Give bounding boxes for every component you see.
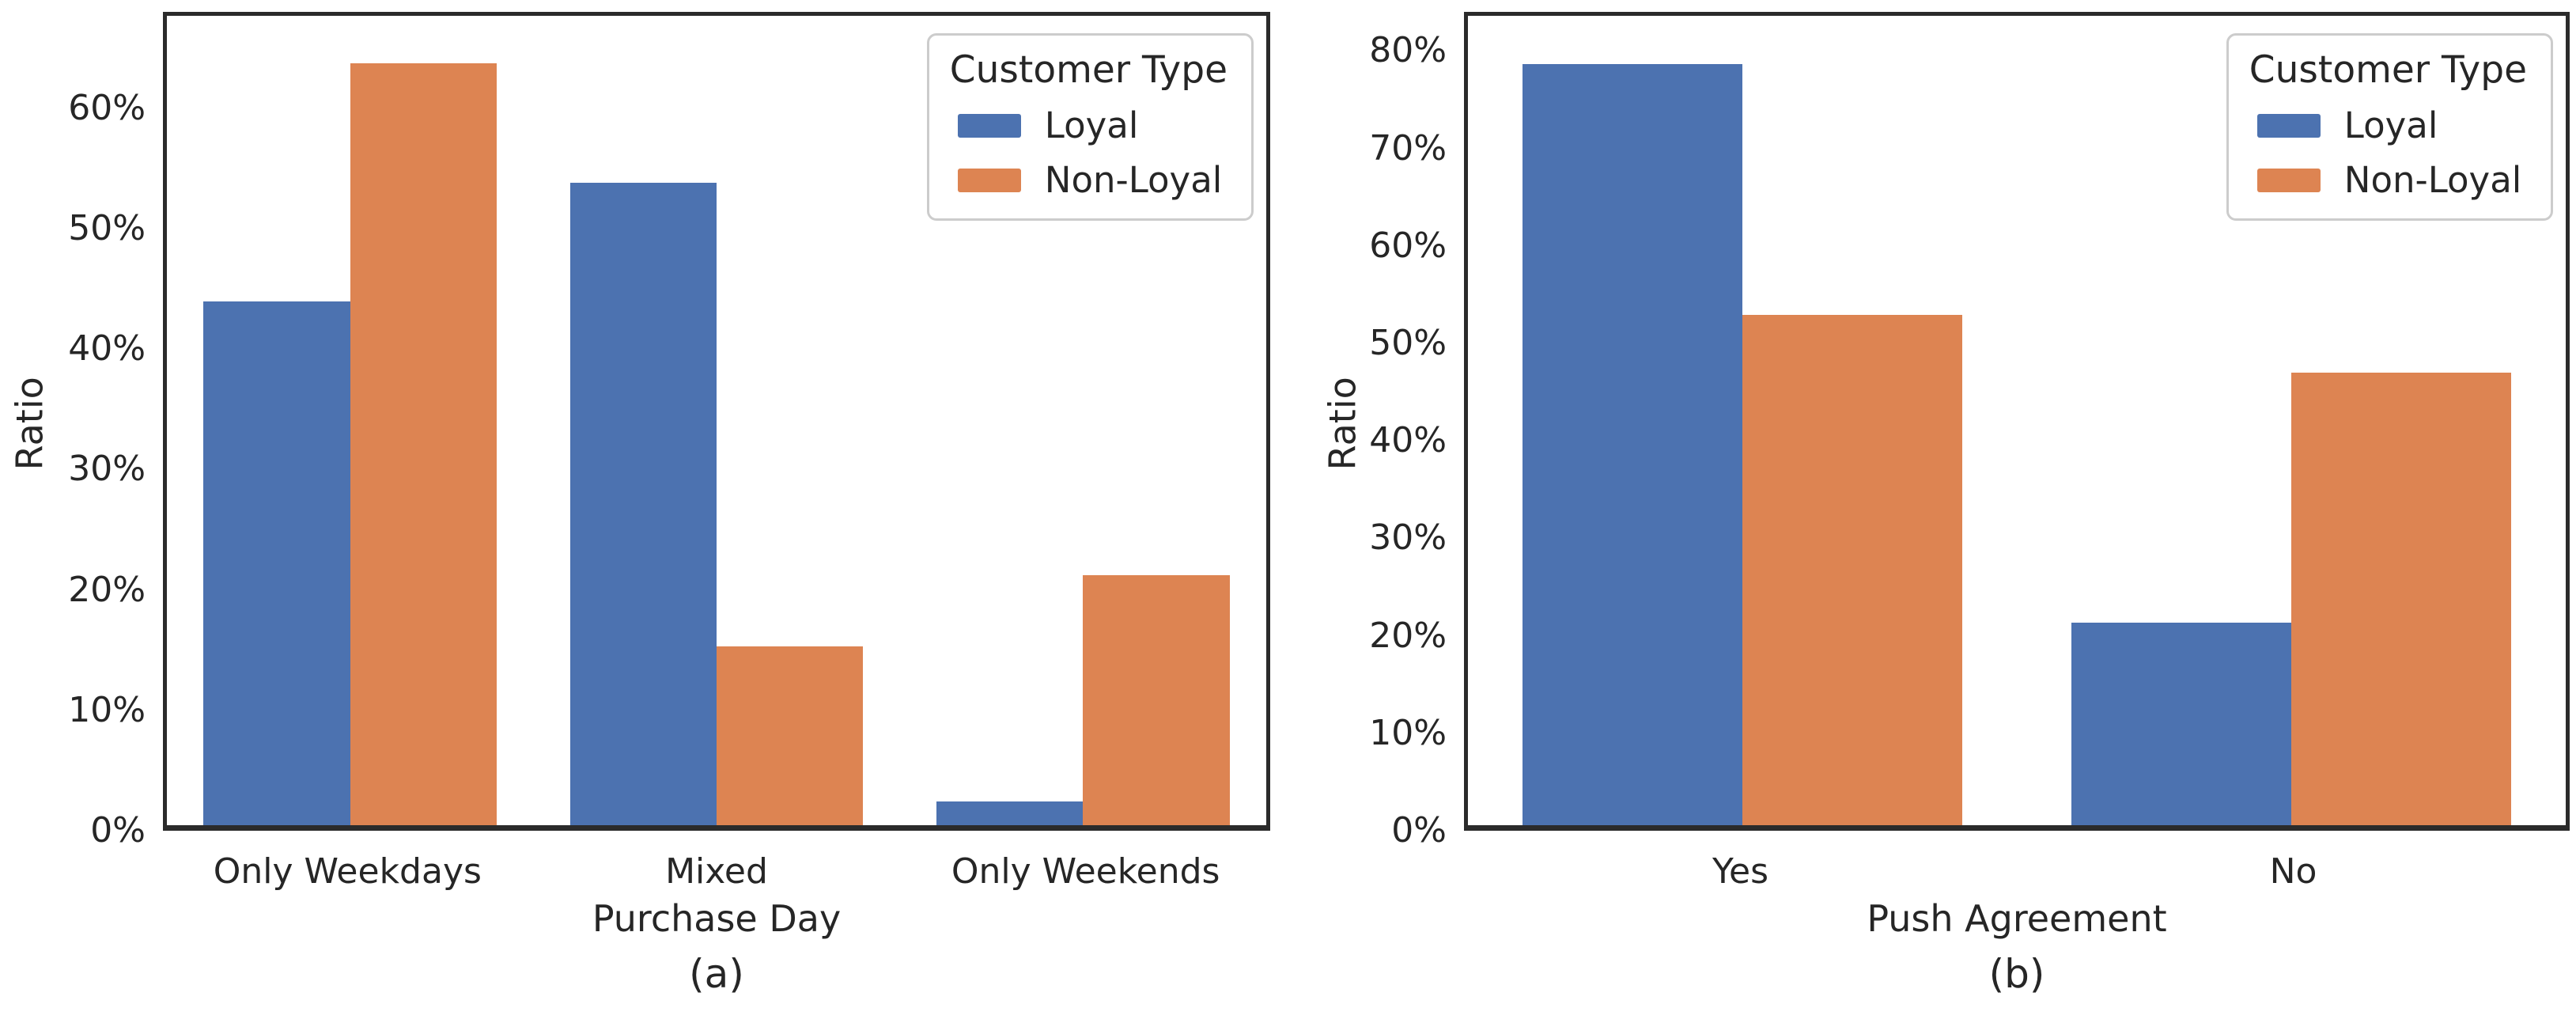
y-tick-label: 70% bbox=[1369, 127, 1447, 169]
legend-swatch-non-loyal bbox=[2256, 168, 2321, 192]
bar-loyal-only-weekends bbox=[936, 801, 1084, 825]
legend-item-non-loyal: Non-Loyal bbox=[950, 159, 1227, 201]
legend-title-a: Customer Type bbox=[949, 48, 1227, 92]
y-tick-label: 30% bbox=[68, 449, 146, 490]
y-tick-label: 60% bbox=[68, 87, 146, 128]
y-tick-labels-a: 0% 10% 20% 30% 40% 50% 60% bbox=[0, 12, 146, 847]
y-tick-label: 50% bbox=[1369, 322, 1447, 363]
plot-area-a: Customer Type Loyal Non-Loyal bbox=[163, 12, 1270, 831]
legend-swatch-loyal bbox=[957, 113, 1021, 138]
legend-label-loyal: Loyal bbox=[1044, 104, 1139, 146]
legend-label-loyal: Loyal bbox=[2343, 104, 2438, 146]
x-tick-label: No bbox=[2269, 851, 2317, 892]
y-tick-label: 0% bbox=[1391, 810, 1447, 851]
bar-non-loyal-mixed bbox=[717, 646, 864, 825]
legend-label-non-loyal: Non-Loyal bbox=[1044, 159, 1223, 201]
y-tick-label: 30% bbox=[1369, 517, 1447, 559]
bar-loyal-mixed bbox=[569, 182, 717, 825]
plot-area-b: Customer Type Loyal Non-Loyal bbox=[1464, 12, 2570, 831]
legend-item-loyal: Loyal bbox=[950, 104, 1227, 146]
y-tick-label: 60% bbox=[1369, 225, 1447, 266]
y-tick-label: 0% bbox=[90, 810, 146, 851]
bar-non-loyal-only-weekends bbox=[1083, 575, 1230, 825]
x-tick-label: Only Weekdays bbox=[213, 851, 482, 892]
legend-title-b: Customer Type bbox=[2249, 48, 2527, 92]
x-axis-label-a: Purchase Day bbox=[592, 897, 842, 940]
y-tick-labels-b: 0% 10% 20% 30% 40% 50% 60% 70% 80% bbox=[1305, 12, 1447, 848]
y-tick-label: 10% bbox=[68, 689, 146, 730]
legend-swatch-loyal bbox=[2256, 113, 2321, 138]
legend-item-non-loyal: Non-Loyal bbox=[2249, 159, 2527, 201]
x-tick-label: Mixed bbox=[665, 851, 768, 892]
legend-items-a: Loyal Non-Loyal bbox=[950, 104, 1227, 201]
x-tick-label: Only Weekends bbox=[951, 851, 1220, 892]
y-tick-label: 40% bbox=[1369, 420, 1447, 461]
y-tick-label: 50% bbox=[68, 207, 146, 248]
legend-a: Customer Type Loyal Non-Loyal bbox=[926, 33, 1254, 221]
y-tick-label: 20% bbox=[1369, 615, 1447, 656]
bar-loyal-no bbox=[2071, 623, 2291, 825]
y-tick-label: 20% bbox=[68, 569, 146, 610]
y-tick-label: 10% bbox=[1369, 712, 1447, 753]
legend-items-b: Loyal Non-Loyal bbox=[2249, 104, 2527, 201]
bar-non-loyal-no bbox=[2291, 372, 2511, 825]
x-tick-label: Yes bbox=[1712, 851, 1769, 892]
x-axis-label-b: Push Agreement bbox=[1867, 897, 2167, 940]
legend-label-non-loyal: Non-Loyal bbox=[2343, 159, 2522, 201]
legend-swatch-non-loyal bbox=[957, 168, 1021, 192]
y-tick-label: 40% bbox=[68, 328, 146, 369]
bar-non-loyal-only-weekdays bbox=[350, 63, 497, 825]
y-tick-label: 80% bbox=[1369, 30, 1447, 71]
panel-caption-a: (a) bbox=[689, 951, 744, 997]
panel-caption-b: (b) bbox=[1988, 951, 2045, 997]
bar-loyal-only-weekdays bbox=[203, 301, 350, 825]
legend-item-loyal: Loyal bbox=[2249, 104, 2527, 146]
bar-loyal-yes bbox=[1523, 63, 1742, 825]
bar-non-loyal-yes bbox=[1742, 314, 1962, 825]
legend-b: Customer Type Loyal Non-Loyal bbox=[2226, 33, 2553, 221]
